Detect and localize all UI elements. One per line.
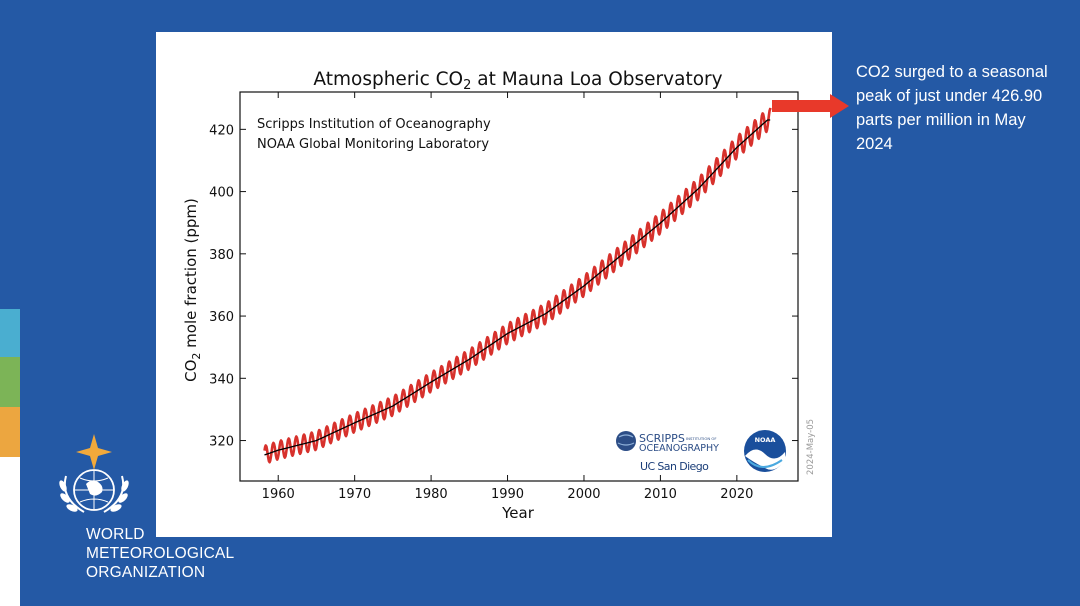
organization-line-2: METEOROLOGICAL [86, 545, 235, 562]
y-ticks: 320 340 360 380 400 420 [209, 123, 798, 450]
x-tick-label: 2010 [644, 487, 677, 502]
x-tick-label: 1980 [415, 487, 448, 502]
x-tick-label: 2000 [567, 487, 600, 502]
co2-chart: Atmospheric CO2 at Mauna Loa Observatory… [182, 69, 816, 522]
chart-title-sub: 2 [463, 78, 471, 93]
color-stripe-green [0, 357, 20, 407]
x-tick-label: 1990 [491, 487, 524, 502]
x-axis-title: Year [501, 504, 535, 522]
ucsd-wordmark: UC San Diego [640, 460, 709, 473]
scripps-wordmark: SCRIPPS [639, 432, 685, 445]
color-stripe-blue [0, 309, 20, 357]
color-stripe-white [0, 457, 20, 606]
organization-name: WORLD METEOROLOGICAL ORGANIZATION [86, 525, 234, 582]
chart-title-main: Atmospheric CO [313, 69, 463, 90]
color-stripe-orange [0, 407, 20, 457]
y-tick-label: 340 [209, 372, 234, 387]
x-tick-label: 1970 [338, 487, 371, 502]
y-tick-label: 320 [209, 435, 234, 450]
x-tick-label: 2020 [720, 487, 753, 502]
wmo-emblem-icon [59, 434, 129, 513]
trend-series-line [264, 119, 771, 456]
scripps-globe-icon [616, 431, 636, 451]
y-tick-label: 400 [209, 186, 234, 201]
monthly-series-line [263, 107, 772, 464]
plot-frame [239, 91, 799, 482]
x-tick-label: 1960 [262, 487, 295, 502]
y-tick-label: 420 [209, 123, 234, 138]
chart-title-tail: at Mauna Loa Observatory [471, 69, 722, 90]
scripps-small-text: INSTITUTION OF [686, 436, 717, 441]
x-ticks: 1960 1970 1980 1990 2000 2010 2020 [262, 92, 753, 502]
date-stamp: 2024-May-05 [806, 419, 816, 475]
y-tick-label: 380 [209, 248, 234, 263]
scripps-logo: SCRIPPS INSTITUTION OF OCEANOGRAPHY UC S… [616, 431, 719, 473]
chart-title: Atmospheric CO2 at Mauna Loa Observatory [313, 69, 722, 93]
organization-line-1: WORLD [86, 526, 145, 543]
y-axis-title-main: CO [182, 360, 200, 382]
noaa-wordmark: NOAA [755, 436, 776, 444]
scripps-oceanography: OCEANOGRAPHY [639, 443, 719, 454]
y-axis-title: CO2 mole fraction (ppm) [182, 198, 203, 382]
organization-line-3: ORGANIZATION [86, 564, 206, 581]
y-tick-label: 360 [209, 310, 234, 325]
callout-arrow [772, 94, 849, 118]
annotation-noaa: NOAA Global Monitoring Laboratory [257, 137, 489, 152]
callout-text: CO2 surged to a seasonal peak of just un… [856, 63, 1048, 153]
y-axis-title-tail: mole fraction (ppm) [182, 198, 200, 352]
chart-panel: Atmospheric CO2 at Mauna Loa Observatory… [156, 32, 832, 537]
svg-text:CO2 mole fraction (ppm): CO2 mole fraction (ppm) [182, 198, 203, 382]
noaa-logo: NOAA [744, 430, 786, 472]
y-axis-title-sub: 2 [190, 353, 203, 360]
annotation-scripps: Scripps Institution of Oceanography [257, 117, 491, 132]
